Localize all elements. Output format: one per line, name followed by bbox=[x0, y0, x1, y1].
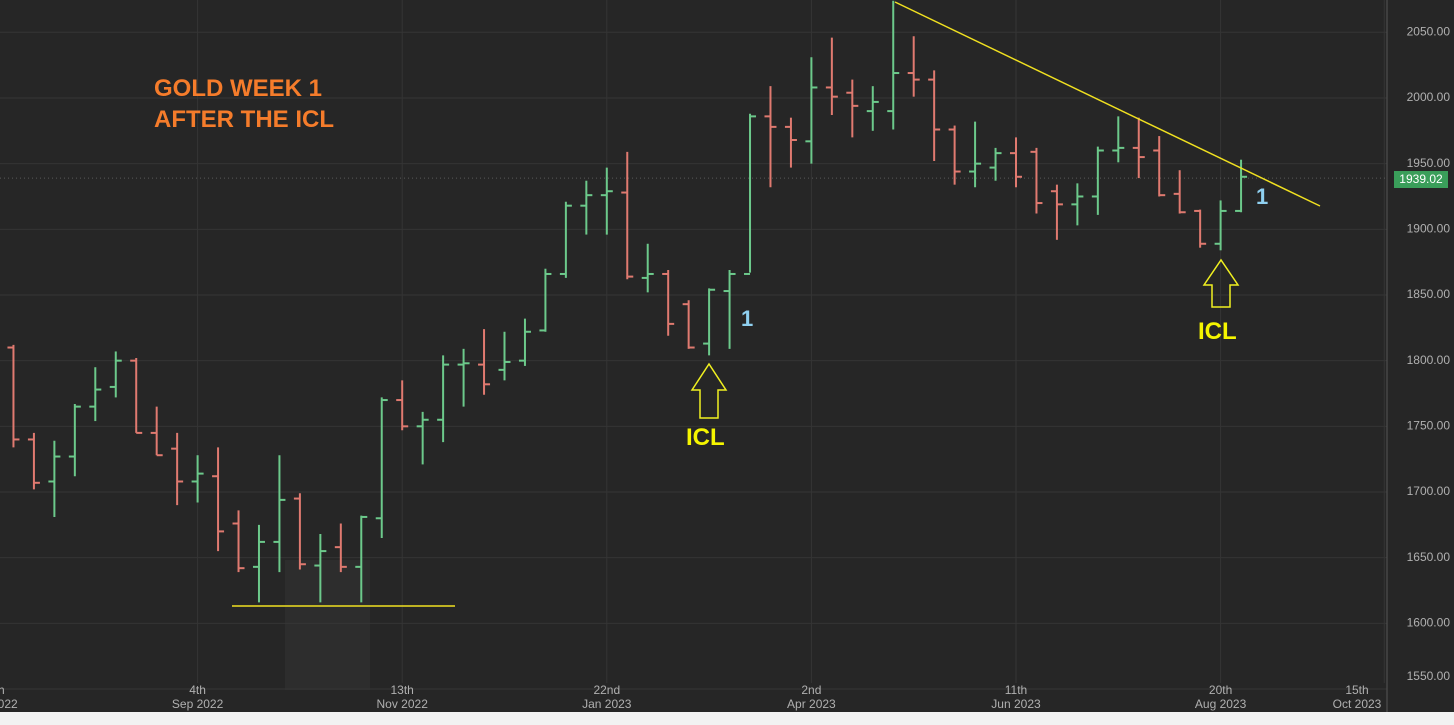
y-tick-label: 1900.00 bbox=[1407, 221, 1451, 235]
x-tick-label: 20th Aug 2023 bbox=[1194, 683, 1247, 711]
shade-block bbox=[285, 560, 370, 690]
x-tick-label: 2nd Apr 2023 bbox=[787, 683, 836, 711]
y-tick-label: 1650.00 bbox=[1407, 550, 1451, 564]
grid bbox=[0, 0, 1387, 690]
y-tick-label: 1950.00 bbox=[1407, 156, 1451, 170]
x-tick-label: 26th Jun 2022 bbox=[0, 683, 18, 711]
y-tick-label: 1600.00 bbox=[1407, 616, 1451, 630]
x-tick-label: 22nd Jan 2023 bbox=[582, 683, 632, 711]
annotation: 1 bbox=[741, 306, 754, 331]
footer-strip bbox=[0, 712, 1454, 725]
y-tick-label: 2000.00 bbox=[1407, 90, 1451, 104]
x-tick-label: 4th Sep 2022 bbox=[171, 683, 224, 711]
annotation: ICL bbox=[1198, 318, 1237, 345]
annotation: 1 bbox=[1256, 184, 1269, 209]
y-tick-label: 1750.00 bbox=[1407, 418, 1451, 432]
bars bbox=[7, 0, 1248, 603]
y-axis-panel bbox=[1387, 0, 1454, 725]
x-tick-label: 11th Jun 2023 bbox=[991, 683, 1041, 711]
y-tick-label: 2050.00 bbox=[1407, 24, 1451, 38]
annotation: GOLD WEEK 1 AFTER THE ICL bbox=[154, 75, 334, 133]
x-tick-label: 15th Oct 2023 bbox=[1332, 683, 1382, 711]
y-tick-label: 1550.00 bbox=[1407, 669, 1451, 683]
trend-line bbox=[894, 1, 1321, 207]
y-tick-label: 1850.00 bbox=[1407, 287, 1451, 301]
y-tick-label: 1800.00 bbox=[1407, 353, 1451, 367]
arrow bbox=[690, 362, 728, 419]
y-tick-label: 1700.00 bbox=[1407, 484, 1451, 498]
arrow bbox=[1202, 258, 1240, 308]
x-tick-label: 13th Nov 2022 bbox=[376, 683, 428, 711]
annotation: ICL bbox=[686, 424, 725, 451]
last-price-label: 1939.02 bbox=[1394, 171, 1448, 188]
